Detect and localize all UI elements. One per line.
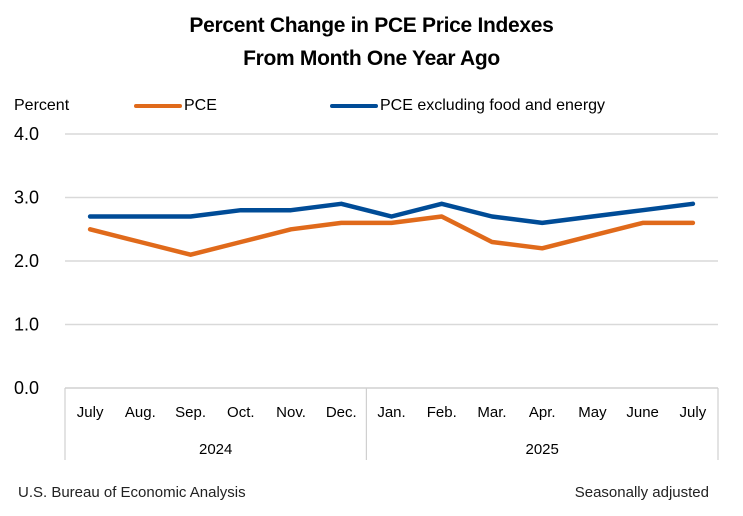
x-tick-label: Mar. — [477, 404, 506, 421]
legend-item-pce: PCE — [134, 97, 217, 115]
y-tick-label: 4.0 — [14, 124, 39, 144]
y-tick-label: 3.0 — [14, 188, 39, 208]
x-tick-label: Feb. — [427, 404, 457, 421]
y-axis-label: Percent — [14, 97, 70, 114]
legend-item-core-pce: PCE excluding food and energy — [330, 97, 605, 115]
x-tick-label: Oct. — [227, 404, 255, 421]
x-group-label: 2024 — [199, 441, 232, 458]
x-tick-label: June — [626, 404, 659, 421]
x-tick-label: July — [680, 404, 707, 421]
adjustment-note: Seasonally adjusted — [574, 484, 709, 501]
x-tick-label: Jan. — [377, 404, 405, 421]
source-note: U.S. Bureau of Economic Analysis — [18, 484, 246, 501]
x-tick-label: Dec. — [326, 404, 357, 421]
chart-title: Percent Change in PCE Price Indexes — [189, 14, 554, 37]
legend-swatch-core-pce — [330, 104, 378, 108]
x-tick-label: Apr. — [529, 404, 556, 421]
x-tick-label: May — [578, 404, 607, 421]
x-group-label: 2025 — [526, 441, 559, 458]
x-tick-label: Sep. — [175, 404, 206, 421]
chart-subtitle: From Month One Year Ago — [243, 47, 500, 70]
series-line-core-pce — [87, 201, 696, 226]
x-tick-label: Nov. — [276, 404, 306, 421]
legend-label-pce: PCE — [184, 97, 217, 114]
y-tick-label: 0.0 — [14, 378, 39, 398]
x-tick-label: Aug. — [125, 404, 156, 421]
legend-swatch-pce — [134, 104, 182, 108]
x-tick-label: July — [77, 404, 104, 421]
series-line-pce — [87, 214, 696, 257]
y-tick-label: 1.0 — [14, 315, 39, 335]
legend-label-core-pce: PCE excluding food and energy — [380, 97, 606, 114]
y-tick-label: 2.0 — [14, 251, 39, 271]
